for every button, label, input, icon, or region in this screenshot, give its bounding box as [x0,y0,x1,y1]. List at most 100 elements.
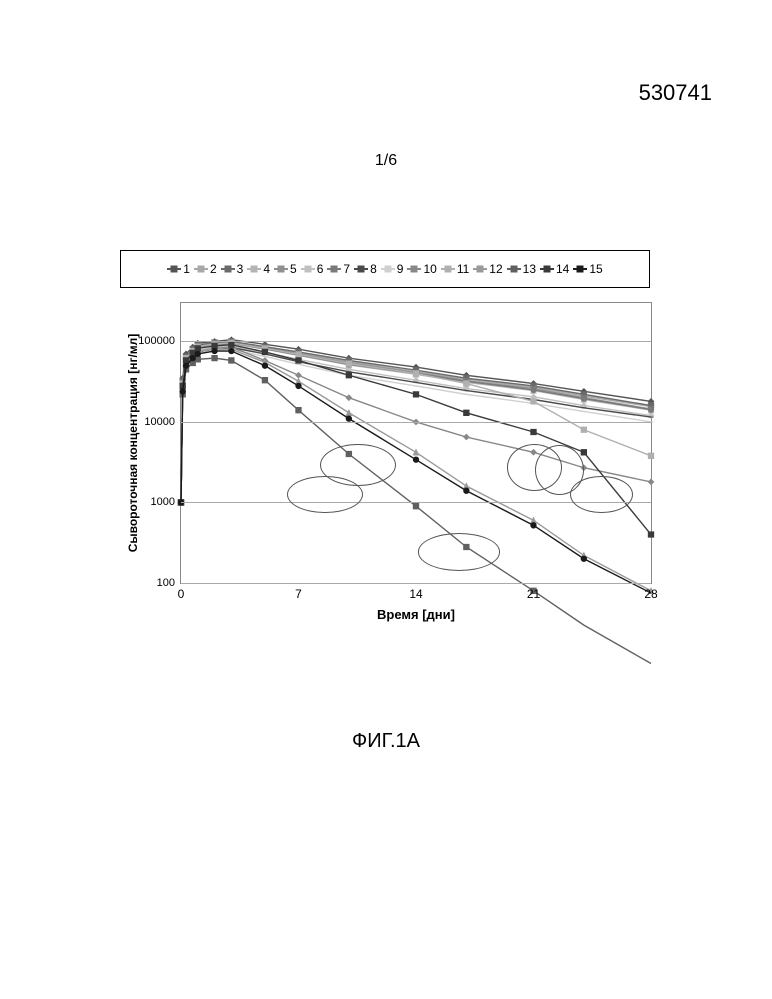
y-tick-label: 1000 [151,496,181,508]
series-marker [346,373,351,378]
gridline [181,341,651,342]
annotation-ellipse [418,533,501,570]
legend-swatch [167,268,181,270]
series-marker [346,361,351,366]
legend-swatch [473,268,487,270]
legend-item: 10 [407,262,436,276]
legend-label: 2 [210,262,217,276]
series-marker [262,378,267,383]
series-marker [413,392,418,397]
series-marker [212,348,217,353]
x-tick-label: 0 [178,583,185,601]
series-marker [531,523,536,528]
legend-swatch [507,268,521,270]
legend-item: 8 [354,262,377,276]
legend-item: 11 [441,262,469,276]
legend-label: 13 [523,262,536,276]
series-marker [581,396,586,401]
series-marker [648,479,653,484]
series-marker [262,363,267,368]
series-marker [195,351,200,356]
series-marker [296,408,301,413]
series-marker [581,450,586,455]
y-axis-label: Сывороточная концентрация [нг/мл] [126,334,140,553]
x-tick-label: 7 [295,583,302,601]
legend-label: 9 [397,262,404,276]
gridline [181,422,651,423]
series-marker [346,395,351,400]
series-marker [195,357,200,362]
legend-item: 4 [247,262,270,276]
series-marker [296,352,301,357]
legend-swatch [194,268,208,270]
series-marker [346,416,351,421]
series-marker [296,383,301,388]
legend-swatch [354,268,368,270]
series-marker [183,363,188,368]
legend-item: 1 [167,262,190,276]
legend-swatch [540,268,554,270]
legend-item: 15 [573,262,602,276]
page-number: 1/6 [0,152,772,170]
series-marker [413,503,418,508]
page: 530741 1/6 123456789101112131415 Сыворот… [0,0,772,999]
series-marker [229,342,234,347]
legend-item: 3 [221,262,244,276]
series-marker [464,410,469,415]
legend-label: 12 [489,262,502,276]
legend-item: 13 [507,262,536,276]
series-marker [180,389,185,394]
legend-label: 4 [263,262,270,276]
legend-swatch [274,268,288,270]
chart-plot-area: Сывороточная концентрация [нг/мл] Время … [180,302,652,584]
series-marker [413,371,418,376]
legend-label: 5 [290,262,297,276]
series-marker [531,399,536,404]
legend-label: 7 [343,262,350,276]
annotation-ellipse [287,476,363,513]
series-marker [183,358,188,363]
series-marker [648,453,653,458]
series-marker [190,350,195,355]
series-marker [531,429,536,434]
legend-item: 12 [473,262,502,276]
series-marker [296,373,301,378]
legend-item: 14 [540,262,569,276]
series-marker [296,358,301,363]
figure-caption: ФИГ.1A [0,730,772,753]
legend-swatch [407,268,421,270]
legend-swatch [573,268,587,270]
legend-label: 1 [183,262,190,276]
series-marker [581,556,586,561]
legend-label: 15 [589,262,602,276]
legend-label: 6 [317,262,324,276]
legend-label: 3 [237,262,244,276]
legend-label: 14 [556,262,569,276]
series-marker [531,387,536,392]
legend-label: 11 [457,262,469,276]
series-marker [190,355,195,360]
series-marker [229,358,234,363]
series-marker [229,348,234,353]
series-marker [648,407,653,412]
series-marker [464,488,469,493]
legend-item: 5 [274,262,297,276]
legend-swatch [441,268,455,270]
annotation-ellipse [570,476,632,513]
chart-curves [181,303,651,583]
legend-swatch [221,268,235,270]
series-marker [212,355,217,360]
legend-label: 10 [423,262,436,276]
chart-legend: 123456789101112131415 [120,250,650,288]
series-marker [464,381,469,386]
series-marker [212,343,217,348]
chart-container: 123456789101112131415 Сывороточная конце… [120,250,650,584]
legend-item: 6 [301,262,324,276]
legend-item: 9 [381,262,404,276]
series-marker [262,349,267,354]
x-tick-label: 14 [409,583,422,601]
legend-swatch [247,268,261,270]
series-marker [464,434,469,439]
legend-swatch [381,268,395,270]
series-marker [195,346,200,351]
